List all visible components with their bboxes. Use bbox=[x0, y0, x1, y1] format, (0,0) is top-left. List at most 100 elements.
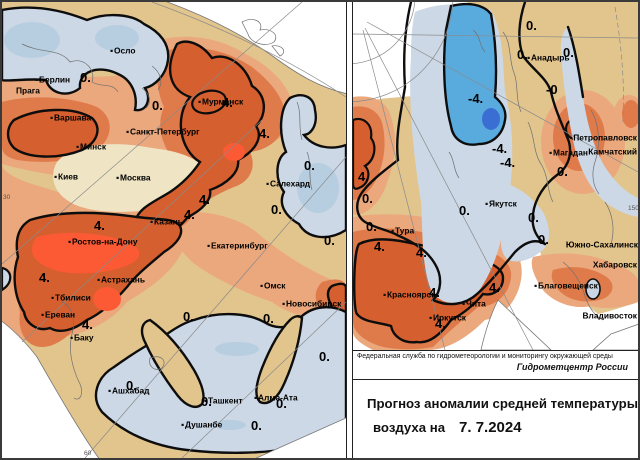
svg-text:Санкт-Петербург: Санкт-Петербург bbox=[130, 127, 200, 137]
contour-value-label: 4. bbox=[358, 169, 369, 184]
svg-text:Прага: Прага bbox=[16, 86, 40, 96]
city-marker: Екатеринбург bbox=[207, 241, 268, 251]
city-marker: Якутск bbox=[485, 199, 518, 209]
svg-text:Москва: Москва bbox=[120, 173, 151, 183]
agency-name: Гидрометцентр России bbox=[516, 362, 628, 372]
minus6-core bbox=[482, 108, 500, 130]
svg-text:Петропавловск: Петропавловск bbox=[573, 133, 638, 143]
warm-wedge-tashkent bbox=[140, 318, 205, 408]
plus4-region-northeast bbox=[133, 40, 265, 241]
contour-value-label: 4. bbox=[259, 126, 270, 141]
contour-value-label: -4. bbox=[500, 155, 515, 170]
contour-value-label: 0. bbox=[557, 164, 568, 179]
plus5-core bbox=[32, 232, 140, 274]
svg-text:Берлин: Берлин bbox=[39, 75, 70, 85]
city-marker: Чита bbox=[462, 299, 486, 309]
contour-value-label: 4. bbox=[39, 270, 50, 285]
contour-value-label: 4. bbox=[222, 95, 233, 110]
city-marker: Берлин bbox=[35, 75, 70, 85]
svg-text:Ташкент: Ташкент bbox=[208, 396, 243, 406]
contour-value-label: 0. bbox=[304, 158, 315, 173]
contour-value-label: 4. bbox=[429, 285, 440, 300]
city-marker: Варшава bbox=[50, 113, 91, 123]
city-marker: Казань bbox=[150, 217, 183, 227]
svg-text:Минск: Минск bbox=[80, 142, 107, 152]
city-marker: Осло bbox=[110, 46, 136, 56]
contour-value-label: 4. bbox=[374, 239, 385, 254]
contour-value-label: 0. bbox=[563, 45, 574, 60]
city-marker: Новосибирск bbox=[282, 299, 342, 309]
svg-text:Хабаровск: Хабаровск bbox=[593, 260, 638, 270]
city-marker: Красноярск bbox=[383, 290, 436, 300]
svg-text:Астрахань: Астрахань bbox=[101, 275, 145, 285]
city-marker: Алма-Ата bbox=[254, 393, 298, 403]
svg-text:Южно-Сахалинск: Южно-Сахалинск bbox=[566, 240, 638, 250]
svg-text:Салехард: Салехард bbox=[270, 179, 311, 189]
city-marker: Магадан bbox=[549, 148, 588, 158]
title-box: Прогноз аномалии средней температуры воз… bbox=[353, 382, 638, 436]
city-marker: Владивосток bbox=[583, 311, 638, 321]
map-panel-east: Анадырь Петропавловск Камчатский Магадан Яку… bbox=[352, 2, 638, 458]
city-marker: Киев bbox=[54, 172, 78, 182]
city-marker: Иркутск bbox=[429, 313, 467, 323]
svg-text:Алма-Ата: Алма-Ата bbox=[258, 393, 298, 403]
city-marker: Мурманск bbox=[198, 97, 244, 107]
blank-southwest bbox=[2, 320, 100, 458]
graticule-label: 30 bbox=[3, 194, 11, 201]
city-marker: Астрахань bbox=[97, 275, 145, 285]
contour-value-label: -4. bbox=[468, 91, 483, 106]
contour-value-label: 0. bbox=[319, 349, 330, 364]
svg-text:Тбилиси: Тбилиси bbox=[55, 293, 91, 303]
city-marker: Ростов-на-Дону bbox=[68, 237, 138, 247]
contour-value-label: 4. bbox=[184, 207, 195, 222]
graticule-label: 60 bbox=[84, 450, 92, 457]
city-marker: Тбилиси bbox=[51, 293, 91, 303]
contour-value-label: 0. bbox=[251, 418, 262, 433]
agency-line: Федеральная служба по гидрометеорологии … bbox=[357, 353, 613, 360]
contour-value-label: 0. bbox=[126, 378, 137, 393]
contour-value-label: 4. bbox=[199, 192, 210, 207]
svg-text:Чита: Чита bbox=[466, 299, 486, 309]
ocean-japan bbox=[592, 323, 638, 350]
city-marker: Салехард bbox=[266, 179, 311, 189]
title-line2-prefix: воздуха на bbox=[373, 420, 446, 435]
svg-text:Иркутск: Иркутск bbox=[433, 313, 467, 323]
contour-value-label: 0. bbox=[80, 70, 91, 85]
svg-text:Анадырь: Анадырь bbox=[531, 53, 570, 63]
contour-value-label: 4. bbox=[416, 245, 427, 260]
svg-text:Омск: Омск bbox=[264, 281, 286, 291]
svg-text:Мурманск: Мурманск bbox=[202, 97, 244, 107]
cold-strip-northeast bbox=[560, 27, 638, 217]
svg-text:Екатеринбург: Екатеринбург bbox=[211, 241, 268, 251]
svg-text:Казань: Казань bbox=[154, 217, 183, 227]
svg-text:Камчатский: Камчатский bbox=[588, 147, 637, 157]
contour-value-label: 0. bbox=[528, 210, 539, 225]
contour-value-label: -0 bbox=[546, 82, 558, 97]
contour-value-label: 4. bbox=[94, 218, 105, 233]
ocean-okhotsk bbox=[480, 299, 552, 350]
svg-text:Тура: Тура bbox=[395, 226, 414, 236]
svg-text:Новосибирск: Новосибирск bbox=[286, 299, 342, 309]
svg-text:Владивосток: Владивосток bbox=[583, 311, 638, 321]
city-marker: Санкт-Петербург bbox=[126, 127, 200, 137]
svg-text:Киев: Киев bbox=[58, 172, 78, 182]
contour-label-layer-west: 0. 0. 4. 4. 0. 4. 4. 0. 0. 4. 4. 4. 0. 0. 0. 0. 0. 0. 0. bbox=[39, 70, 335, 433]
contour-value-label: 0. bbox=[366, 219, 377, 234]
contour-value-label: 0. bbox=[538, 232, 549, 247]
contour-value-label: 0. bbox=[324, 233, 335, 248]
contour-value-label: 4. bbox=[82, 317, 93, 332]
graticule-label-layer-east: 150 bbox=[628, 205, 638, 212]
city-marker: Ереван bbox=[41, 310, 75, 320]
graticule-label-layer-west: 30 60 bbox=[3, 194, 92, 457]
contour-value-label: 0. bbox=[276, 396, 287, 411]
city-marker: Тура bbox=[391, 226, 414, 236]
svg-text:Красноярск: Красноярск bbox=[387, 290, 436, 300]
contour-value-label: 0. bbox=[183, 309, 194, 324]
city-marker: Москва bbox=[116, 173, 151, 183]
svg-text:Ереван: Ереван bbox=[45, 310, 75, 320]
city-marker: Ташкент bbox=[204, 396, 243, 406]
